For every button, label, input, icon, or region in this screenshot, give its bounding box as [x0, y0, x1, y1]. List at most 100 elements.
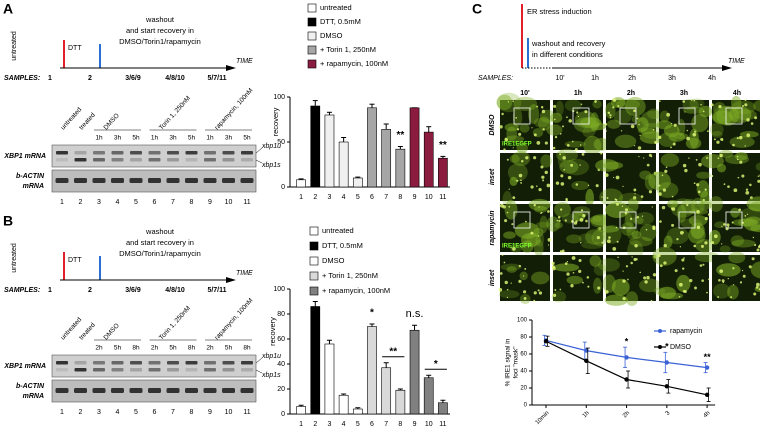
focus — [633, 145, 636, 147]
focus — [699, 264, 703, 267]
band — [241, 368, 253, 372]
point — [664, 360, 670, 365]
sample-label: 3/6/9 — [125, 75, 141, 82]
legend-swatch — [307, 3, 317, 13]
y-tick-label: 100 — [517, 318, 528, 324]
focus — [739, 281, 743, 284]
y-tick-label: 100 — [273, 94, 285, 101]
focus — [698, 162, 702, 167]
time-label: TIME — [236, 58, 253, 65]
x-tick-label: 2 — [313, 421, 317, 426]
focus — [684, 168, 688, 173]
focus — [586, 276, 590, 279]
focus — [512, 247, 516, 251]
focus — [686, 136, 690, 141]
focus — [540, 165, 544, 169]
band — [92, 388, 106, 393]
row-label: XBP1 mRNA — [3, 153, 46, 160]
lane-number: 8 — [190, 199, 194, 206]
cell — [639, 224, 657, 242]
focus — [696, 183, 700, 187]
focus — [580, 209, 584, 212]
band — [185, 388, 198, 393]
focus — [658, 184, 661, 187]
timeline-start: untreated — [11, 243, 18, 273]
focus — [643, 276, 647, 280]
bar — [367, 107, 377, 188]
focus — [676, 238, 679, 241]
significance-label: ** — [389, 346, 397, 357]
focus — [672, 142, 676, 146]
focus — [536, 141, 541, 145]
washout-label: and start recovery in — [126, 26, 194, 35]
focus — [652, 273, 657, 277]
focus — [721, 225, 723, 227]
band — [130, 368, 142, 372]
cell — [750, 261, 760, 279]
cell — [504, 123, 519, 132]
focus — [499, 272, 503, 275]
y-tick-label: 80 — [277, 311, 285, 318]
bar — [310, 105, 321, 188]
cell — [581, 241, 604, 249]
focus — [521, 160, 524, 163]
band — [222, 151, 235, 155]
focus — [575, 183, 579, 186]
band — [148, 151, 161, 155]
cell — [738, 218, 759, 227]
row-label: mRNA — [23, 393, 44, 400]
focus — [552, 293, 557, 297]
timeline-start: untreated — [11, 31, 18, 61]
focus — [721, 279, 725, 283]
x-tick-label: 11 — [439, 421, 446, 426]
cell — [631, 115, 642, 124]
focus — [570, 163, 574, 167]
column-label: 1h — [574, 90, 582, 97]
stress-label: ER stress induction — [527, 7, 592, 16]
focus — [609, 114, 612, 117]
focus — [515, 116, 518, 119]
focus — [538, 291, 543, 295]
focus — [738, 135, 743, 140]
focus — [737, 176, 740, 179]
bar — [423, 131, 434, 188]
focus — [648, 190, 653, 194]
focus — [578, 269, 582, 274]
cell — [611, 278, 630, 296]
legend-swatch — [307, 45, 317, 55]
focus — [741, 174, 745, 178]
focus — [663, 261, 667, 265]
focus — [679, 282, 683, 287]
focus — [745, 188, 749, 191]
channel-label: IRE1EGFP — [502, 244, 532, 250]
panel-label: C — [472, 1, 482, 17]
legend-label: rapamycin — [670, 328, 702, 335]
time-point: 5h — [132, 135, 140, 142]
band — [93, 158, 105, 162]
cell — [607, 119, 621, 129]
cell — [539, 215, 548, 234]
focus — [670, 146, 672, 149]
focus — [506, 288, 509, 291]
focus — [630, 124, 635, 129]
focus — [693, 244, 697, 248]
treatment-label: DTT — [68, 257, 82, 264]
cell — [546, 216, 560, 232]
focus — [518, 279, 522, 283]
focus — [601, 196, 603, 198]
focus — [575, 220, 578, 223]
focus — [652, 128, 655, 131]
focus — [608, 236, 611, 239]
bar — [324, 114, 335, 188]
band — [56, 158, 68, 162]
cell — [519, 123, 530, 133]
legend-label: DMSO — [320, 31, 343, 40]
x-tick-label: 5 — [356, 421, 360, 426]
band — [167, 151, 179, 155]
gel-xbp1 — [51, 144, 257, 168]
significance-label: ** — [439, 140, 447, 151]
column-label: 3h — [680, 90, 688, 97]
focus — [639, 134, 641, 136]
focus — [693, 99, 695, 102]
focus — [641, 215, 644, 217]
